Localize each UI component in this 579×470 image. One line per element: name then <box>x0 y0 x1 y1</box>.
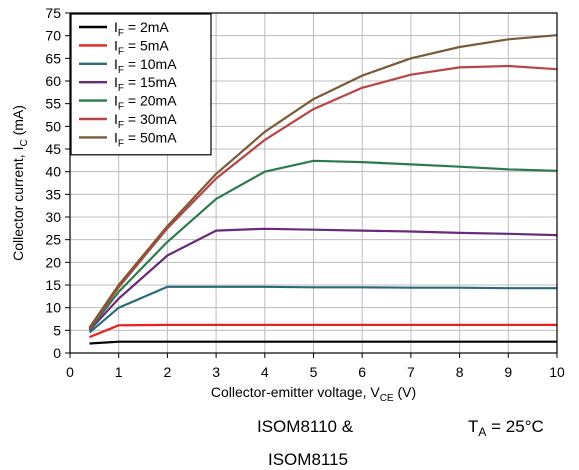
legend-label: IF = 15mA <box>114 74 177 94</box>
y-tick-label: 35 <box>45 186 61 202</box>
legend-box <box>70 13 212 156</box>
legend-label: IF = 5mA <box>114 37 169 57</box>
y-tick-label: 25 <box>45 232 61 248</box>
device-name-line-1: ISOM8110 & <box>257 417 354 436</box>
plot-frame <box>69 12 558 354</box>
temperature-value: = 25°C <box>486 417 544 436</box>
y-tick-label: 0 <box>53 345 61 361</box>
series-line <box>88 64 558 330</box>
x-tick-label: 7 <box>407 364 415 380</box>
series-line <box>88 159 558 331</box>
x-tick-label: 9 <box>504 364 512 380</box>
temperature-note: TA = 25°C <box>468 417 544 439</box>
y-tick-label: 70 <box>45 28 61 44</box>
y-tick-label: 60 <box>45 73 61 89</box>
legend-label: IF = 20mA <box>114 93 177 113</box>
y-axis-label: Collector current, IC (mA) <box>10 105 30 261</box>
series-layer <box>88 34 558 345</box>
tick-layer: 0 1 2 3 4 5 6 7 8 9 100510152025303540455055606570… <box>45 5 565 380</box>
y-tick-label: 55 <box>45 96 61 112</box>
x-tick-label: 3 <box>212 364 220 380</box>
series-line <box>88 34 558 329</box>
x-tick-label: 5 <box>310 364 318 380</box>
x-tick-label: 4 <box>261 364 269 380</box>
y-tick-label: 30 <box>45 209 61 225</box>
legend-label: IF = 30mA <box>114 111 177 131</box>
y-tick-label: 40 <box>45 164 61 180</box>
x-tick-label: 6 <box>358 364 366 380</box>
grid-layer <box>70 13 557 353</box>
y-tick-label: 50 <box>45 118 61 134</box>
x-axis-label: Collector-emitter voltage, VCE (V) <box>211 384 416 404</box>
legend-label: IF = 2mA <box>114 19 169 39</box>
x-tick-label: 10 <box>549 364 565 380</box>
series-line <box>89 340 557 345</box>
series-line <box>89 323 557 339</box>
y-tick-label: 20 <box>45 254 61 270</box>
y-tick-label: 45 <box>45 141 61 157</box>
x-tick-label: 2 <box>164 364 172 380</box>
chart: 0 1 2 3 4 5 6 7 8 9 100510152025303540455055606570… <box>10 5 565 404</box>
temperature-symbol: T <box>468 417 479 436</box>
x-tick-label: 8 <box>456 364 464 380</box>
series-line <box>88 227 558 332</box>
device-name-line-2: ISOM8115 <box>268 450 349 469</box>
series-line <box>88 285 557 334</box>
legend-label: IF = 50mA <box>114 129 177 149</box>
x-tick-label: 1 <box>115 364 123 380</box>
y-tick-label: 10 <box>45 300 61 316</box>
y-tick-label: 15 <box>45 277 61 293</box>
y-tick-label: 65 <box>45 50 61 66</box>
temperature-subscript: A <box>478 425 487 439</box>
y-tick-label: 5 <box>53 322 61 338</box>
legend-label: IF = 10mA <box>114 56 177 76</box>
y-tick-label: 75 <box>45 5 61 21</box>
x-tick-label: 0 <box>66 364 74 380</box>
